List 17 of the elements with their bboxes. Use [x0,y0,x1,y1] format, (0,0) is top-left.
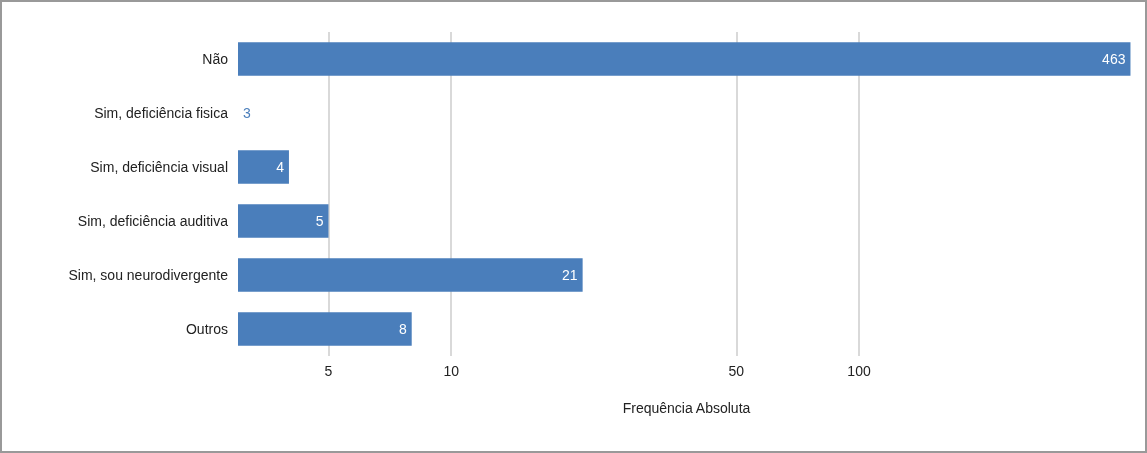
data-label: 3 [243,105,251,121]
y-tick-label: Sim, deficiência fisica [94,105,229,121]
y-tick-label: Sim, sou neurodivergente [68,267,229,283]
data-label: 463 [1102,51,1126,67]
x-axis-title: Frequência Absoluta [622,400,751,416]
y-tick-label: Sim, deficiência auditiva [77,213,229,229]
x-tick-label: 50 [728,363,745,379]
data-label: 8 [398,321,407,337]
data-label: 5 [315,213,324,229]
y-tick-label: Não [202,51,229,67]
y-tick-label: Sim, deficiência visual [90,159,228,175]
x-tick-label: 5 [324,363,333,379]
data-label: 21 [562,267,578,283]
x-tick-label: 100 [847,363,871,379]
y-tick-label: Outros [185,321,228,337]
data-label: 4 [276,159,285,175]
x-tick-label: 10 [443,363,460,379]
